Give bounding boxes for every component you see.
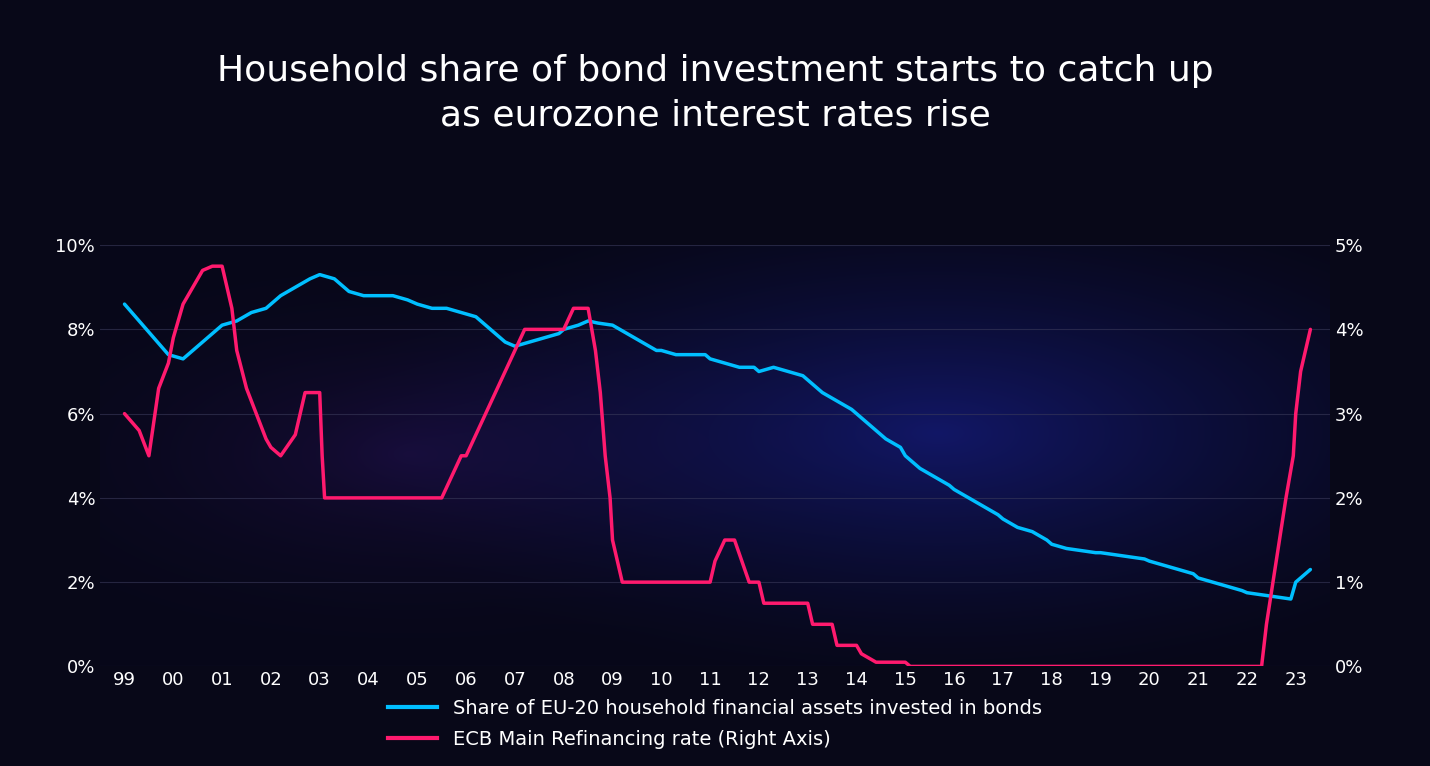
Legend: Share of EU-20 household financial assets invested in bonds, ECB Main Refinancin: Share of EU-20 household financial asset… [389, 699, 1041, 748]
Text: Household share of bond investment starts to catch up
as eurozone interest rates: Household share of bond investment start… [217, 54, 1213, 133]
